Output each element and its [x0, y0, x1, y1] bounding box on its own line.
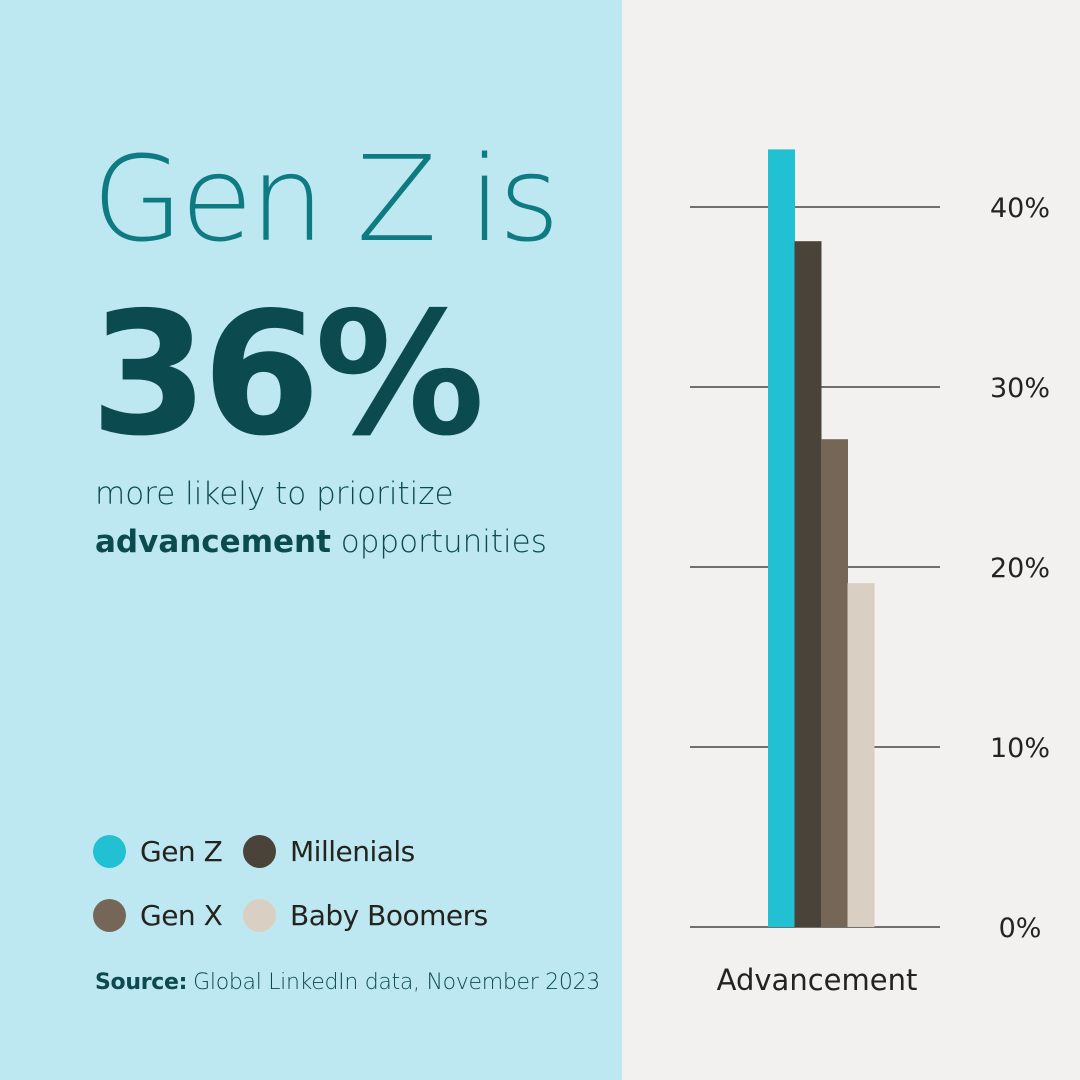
source-label: Source:	[95, 970, 188, 995]
headline: Gen Z is	[92, 130, 560, 268]
bar-millenials	[794, 241, 822, 927]
y-axis-ticks: 0% 10% 20% 30% 40%	[990, 193, 1050, 944]
left-panel: Gen Z is 36% more likely to prioritize a…	[0, 0, 622, 1080]
y-tick-label: 0%	[999, 913, 1042, 944]
legend-label: Baby Boomers	[290, 899, 488, 932]
x-axis-label: Advancement	[717, 963, 918, 997]
legend-label: Gen Z	[140, 835, 223, 868]
legend-label: Gen X	[140, 899, 223, 932]
legend-item-gen-z: Gen Z	[93, 835, 223, 868]
legend-swatch	[93, 835, 126, 868]
right-panel: 0% 10% 20% 30% 40% Advancement	[622, 0, 1080, 1080]
chart-legend: Gen Z Millenials Gen X Baby Boomers	[93, 830, 553, 950]
subtitle-line-1: more likely to prioritize	[95, 476, 454, 512]
y-tick-label: 40%	[990, 193, 1050, 224]
bars	[768, 149, 875, 927]
legend-swatch	[243, 835, 276, 868]
subtitle: more likely to prioritize advancement op…	[95, 470, 595, 566]
bar-baby-boomers	[847, 583, 875, 927]
legend-item-baby-boomers: Baby Boomers	[243, 899, 488, 932]
bar-gen-z	[768, 149, 795, 927]
legend-item-millenials: Millenials	[243, 835, 415, 868]
headline-statistic: 36%	[90, 276, 485, 474]
y-tick-label: 10%	[990, 733, 1050, 764]
bar-chart: 0% 10% 20% 30% 40% Advancement	[690, 149, 1050, 997]
y-tick-label: 20%	[990, 553, 1050, 584]
legend-label: Millenials	[290, 835, 415, 868]
legend-swatch	[243, 899, 276, 932]
source-note: Source: Global LinkedIn data, November 20…	[95, 970, 600, 995]
y-tick-label: 30%	[990, 373, 1050, 404]
legend-item-gen-x: Gen X	[93, 899, 223, 932]
subtitle-emphasis: advancement	[95, 524, 331, 560]
bar-gen-x	[821, 439, 848, 927]
legend-swatch	[93, 899, 126, 932]
subtitle-line-2: advancement opportunities	[95, 518, 595, 566]
source-text: Global LinkedIn data, November 2023	[193, 970, 600, 995]
subtitle-rest: opportunities	[340, 524, 547, 560]
